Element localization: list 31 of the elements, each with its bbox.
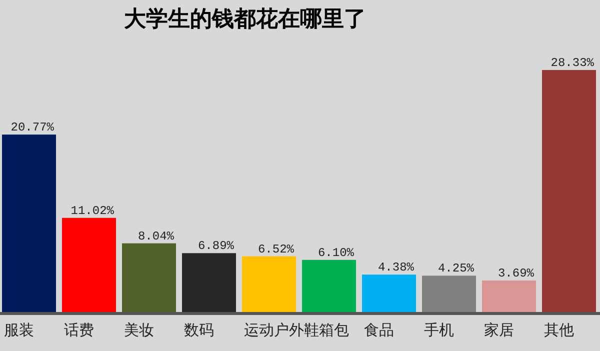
- x-tick-label: 话费: [64, 321, 94, 339]
- data-label: 8.04%: [138, 229, 175, 244]
- data-label: 6.52%: [258, 242, 295, 256]
- x-tick-label: 食品: [364, 321, 394, 339]
- data-label: 20.77%: [10, 120, 55, 135]
- x-tick-label: 数码: [184, 321, 214, 339]
- data-label: 28.33%: [550, 56, 595, 70]
- data-label: 3.69%: [498, 266, 535, 280]
- x-tick-label: 手机: [424, 321, 454, 339]
- data-label: 4.25%: [438, 262, 475, 276]
- bar: [362, 274, 416, 312]
- x-tick-label: 鞋箱包: [304, 321, 349, 339]
- x-tick-label: 服装: [4, 321, 34, 339]
- bar: [122, 243, 176, 312]
- bar: [182, 253, 236, 312]
- x-tick-label: 其他: [544, 321, 574, 339]
- x-tick-label: 运动户外: [244, 321, 304, 339]
- bar: [302, 260, 356, 312]
- data-label: 11.02%: [70, 204, 115, 218]
- x-tick-label: 家居: [484, 321, 514, 339]
- chart-title: 大学生的钱都花在哪里了: [124, 7, 366, 32]
- bar: [482, 280, 536, 312]
- data-label: 6.89%: [198, 239, 235, 254]
- bar: [542, 70, 596, 312]
- bar: [62, 218, 116, 312]
- bar: [422, 276, 476, 312]
- bar: [242, 256, 296, 312]
- data-label: 6.10%: [318, 246, 355, 260]
- bar: [2, 134, 56, 312]
- data-label: 4.38%: [378, 260, 415, 275]
- x-tick-label: 美妆: [124, 321, 154, 339]
